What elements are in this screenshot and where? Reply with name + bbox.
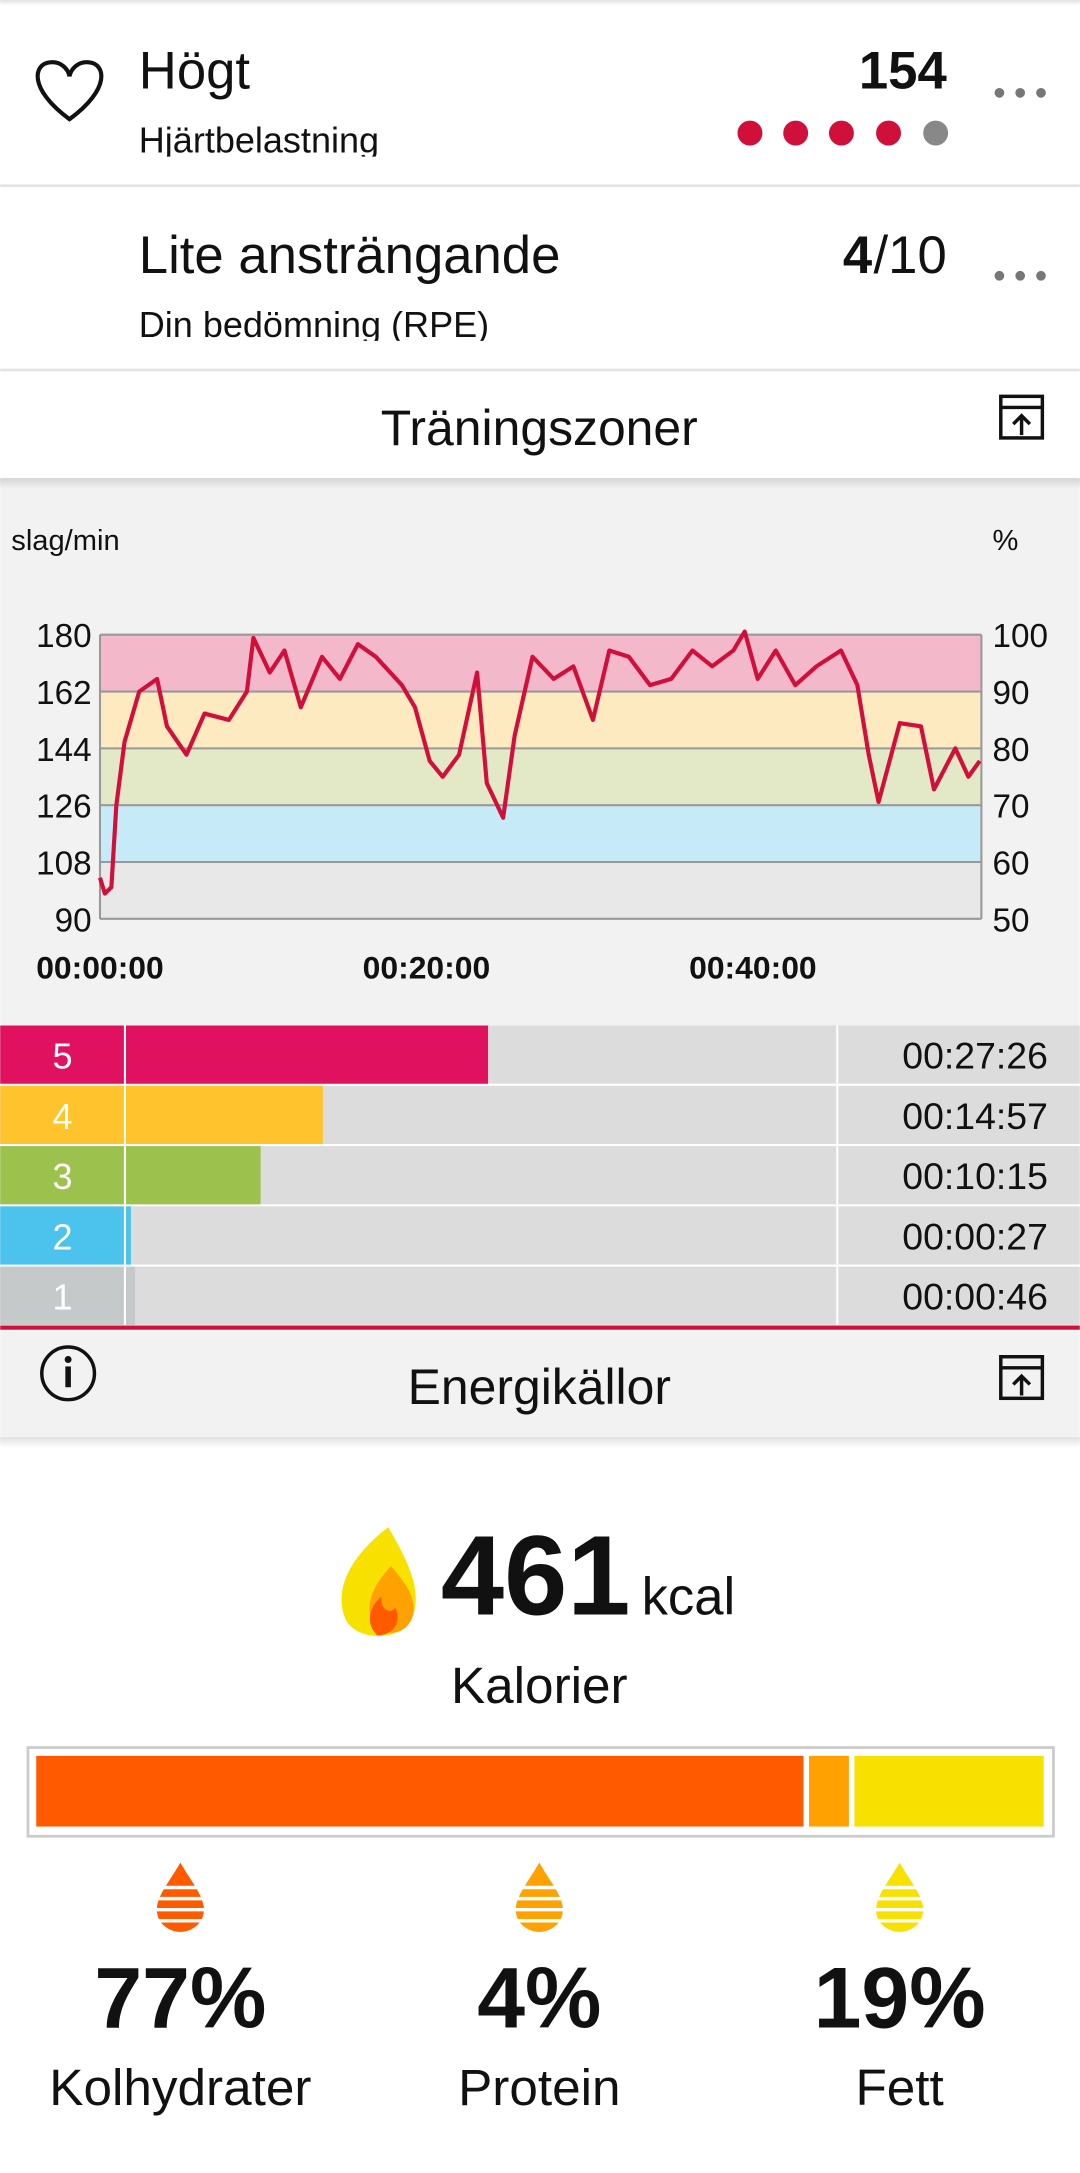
heart-rate-chart: 90 108 126 144 162 180 50 60 70 80 90 100 00:00:00 00… (36, 618, 1048, 985)
section-title: Energikällor (408, 1359, 671, 1415)
energy-sources: 77% Kolhydrater 4% Protein 19% Fett (36, 1755, 1044, 2116)
shadow (0, 478, 1080, 490)
zone-cell (0, 1206, 125, 1265)
energy-label: Protein (458, 2059, 620, 2116)
y-tick-label: 126 (36, 789, 91, 826)
energy-percent: 19% (814, 1950, 986, 2046)
heart-rate-line (98, 629, 982, 896)
y2-axis-label: % (992, 525, 1018, 557)
zone-band (99, 691, 982, 749)
metric-subtitle: Hjärtbelastning (139, 119, 379, 160)
section-header (0, 1330, 1080, 1438)
energy-segment (809, 1755, 849, 1827)
y2-tick-label: 70 (992, 789, 1029, 826)
zone-track (0, 1266, 1080, 1325)
zone-bar (124, 1146, 261, 1205)
y-tick-label: 144 (36, 732, 91, 769)
x-tick-label: 00:40:00 (689, 949, 817, 985)
y2-tick-label: 100 (992, 618, 1047, 655)
heart-icon (35, 60, 104, 122)
zone-label: 4 (53, 1096, 73, 1137)
energy-percent: 4% (477, 1950, 601, 2046)
metric-subtitle: Din bedömning (RPE) (139, 304, 489, 345)
share-button[interactable] (999, 1355, 1045, 1401)
y-tick-label: 90 (55, 902, 92, 939)
zone-label: 5 (53, 1035, 73, 1076)
zone-bar (124, 1266, 136, 1325)
zone-band (99, 748, 982, 806)
zone-bar (124, 1025, 489, 1084)
zone-cell (0, 1025, 125, 1084)
share-button[interactable] (999, 394, 1045, 440)
zone-band (99, 805, 982, 862)
more-button[interactable] (994, 270, 1046, 281)
flame-icon (341, 1527, 416, 1637)
zone-cell (0, 1146, 125, 1205)
energy-segment (36, 1755, 804, 1827)
shadow (0, 1437, 1080, 1449)
y-tick-label: 180 (36, 618, 91, 655)
more-button[interactable] (994, 88, 1046, 98)
x-tick-label: 00:20:00 (363, 949, 491, 985)
zone-bar (124, 1206, 131, 1265)
load-dots (737, 120, 949, 146)
zone-bar (124, 1085, 323, 1145)
zone-cell (0, 1085, 125, 1145)
calories-unit: kcal (642, 1568, 736, 1627)
y-tick-label: 108 (36, 845, 91, 882)
zone-label: 3 (53, 1156, 73, 1197)
metric-title: Lite ansträngande (139, 226, 561, 285)
y2-tick-label: 50 (992, 902, 1029, 939)
energy-label: Fett (855, 2059, 943, 2116)
zone-time: 00:14:57 (902, 1095, 1048, 1137)
y-tick-label: 162 (36, 675, 91, 712)
zone-time: 00:10:15 (902, 1155, 1048, 1197)
shadow (0, 0, 1080, 6)
zone-time: 00:27:26 (902, 1034, 1048, 1076)
zone-label: 1 (53, 1277, 73, 1318)
x-tick-label: 00:00:00 (36, 949, 164, 985)
energy-label: Kolhydrater (49, 2059, 311, 2116)
metric-value: 154 (859, 42, 947, 101)
metric-title: Högt (139, 42, 251, 101)
metric-value: 4 (843, 226, 872, 285)
info-button[interactable] (40, 1345, 97, 1402)
zone-times: 5 00:27:26 4 00:14:57 3 00:10:15 2 00:00:27 1 00:… (0, 1025, 1080, 1325)
zone-time: 00:00:46 (902, 1276, 1048, 1318)
zone-cell (0, 1266, 125, 1325)
zone-label: 2 (53, 1216, 73, 1257)
y2-tick-label: 80 (992, 732, 1029, 769)
calories-value: 461 (441, 1513, 631, 1640)
zone-time: 00:00:27 (902, 1215, 1048, 1257)
y2-tick-label: 90 (992, 675, 1029, 712)
calories-label: Kalorier (451, 1657, 628, 1714)
y2-tick-label: 60 (992, 845, 1029, 882)
zone-band (99, 861, 982, 919)
energy-segment (854, 1755, 1044, 1827)
zone-track (0, 1206, 1080, 1265)
energy-percent: 77% (94, 1950, 266, 2046)
metric-suffix: /10 (874, 226, 947, 285)
y-axis-label: slag/min (11, 525, 119, 557)
section-title: Träningszoner (381, 400, 698, 456)
